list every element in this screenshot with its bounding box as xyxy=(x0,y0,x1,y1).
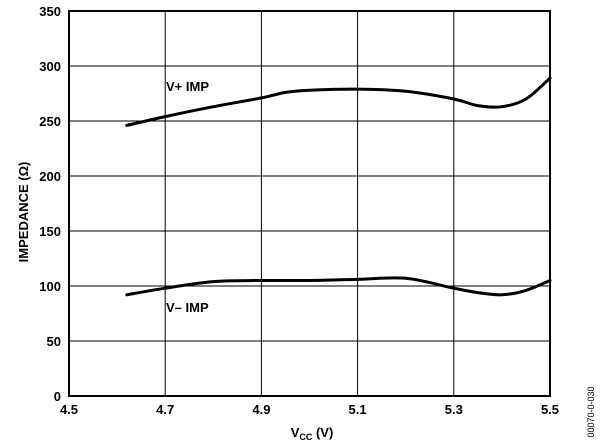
y-tick-label: 50 xyxy=(47,334,61,349)
x-tick-label: 4.7 xyxy=(156,402,174,417)
x-tick-labels: 4.5 4.7 4.9 5.1 5.3 5.5 xyxy=(60,402,559,417)
x-tick-label: 5.1 xyxy=(349,402,367,417)
x-axis-label-unit: (V) xyxy=(312,425,333,440)
plot-frame xyxy=(68,10,551,397)
figure-id: 00070-0-030 xyxy=(586,386,596,437)
x-axis-label: VCC (V) xyxy=(291,425,334,442)
x-axis-label-main: V xyxy=(291,425,300,440)
series-label-v-plus: V+ IMP xyxy=(166,79,209,94)
x-axis-label-subscript: CC xyxy=(299,432,312,442)
y-tick-label: 150 xyxy=(39,224,61,239)
x-tick-label: 4.9 xyxy=(252,402,270,417)
y-tick-labels: 0 50 100 150 200 250 300 350 xyxy=(39,4,61,404)
x-tick-label: 4.5 xyxy=(60,402,78,417)
y-tick-label: 200 xyxy=(39,169,61,184)
y-tick-label: 100 xyxy=(39,279,61,294)
v-plus-imp-line xyxy=(125,76,552,127)
y-tick-label: 300 xyxy=(39,59,61,74)
y-tick-label: 250 xyxy=(39,114,61,129)
grid-lines xyxy=(68,10,551,397)
y-tick-label: 350 xyxy=(39,4,61,19)
series-label-v-minus: V– IMP xyxy=(166,300,209,315)
series-group xyxy=(125,76,552,297)
x-tick-label: 5.3 xyxy=(445,402,463,417)
y-tick-label: 0 xyxy=(54,389,61,404)
y-axis-label: IMPEDANCE (Ω) xyxy=(16,162,31,263)
v-minus-imp-line xyxy=(125,276,552,297)
x-tick-label: 5.5 xyxy=(541,402,559,417)
